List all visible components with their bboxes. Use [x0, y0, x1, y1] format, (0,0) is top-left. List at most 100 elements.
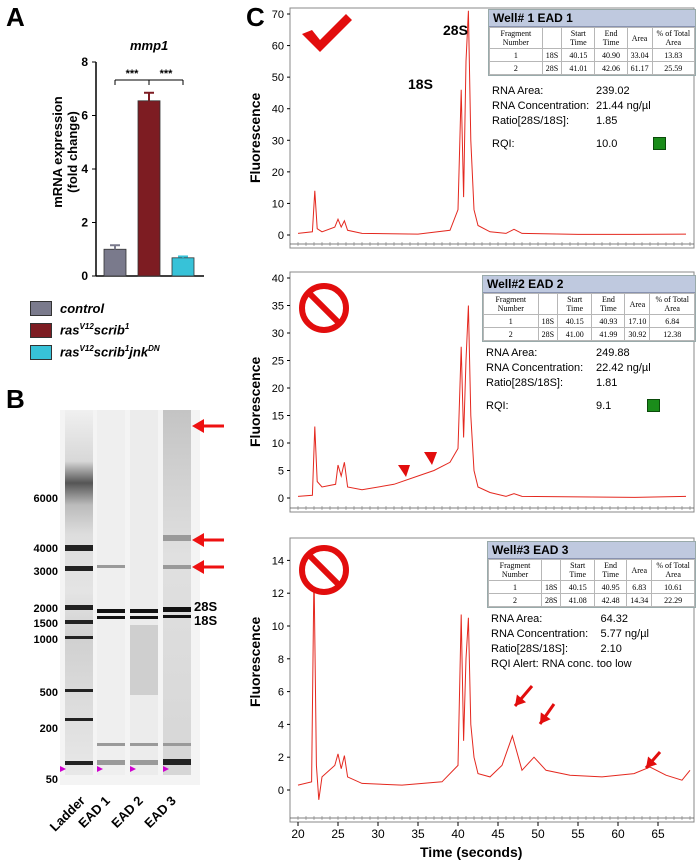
size-label-3000: 3000	[33, 566, 58, 578]
well1-conc: RNA Concentration: 21.44 ng/µl	[492, 100, 651, 112]
table-row: 1 18S 40.15 40.95 6.83 10.61	[487, 580, 695, 594]
well2-area: RNA Area: 249.88	[486, 347, 630, 359]
x-tick-label: 20	[291, 827, 305, 841]
table-row: 1 18S 40.15 40.90 33.04 13.83	[489, 48, 696, 62]
y-tick-label: 0	[278, 230, 284, 242]
y-tick-label: 2	[81, 216, 88, 230]
legend-item-ras-scrib: rasV12scrib1	[30, 319, 160, 341]
well3-fragment-table: Fragment Number Start Time End Time Area% o…	[487, 559, 695, 607]
red-arrow-icon	[192, 533, 224, 547]
significance-label: ***	[126, 68, 140, 80]
y-tick-label: 10	[272, 438, 284, 450]
panel-b-letter: B	[6, 384, 25, 414]
y-tick-label: 2	[278, 752, 284, 764]
x-tick-label: 55	[571, 827, 585, 841]
y-tick-label: 10	[272, 198, 284, 210]
legend-swatch-control	[30, 300, 52, 316]
x-tick-label: 50	[531, 827, 545, 841]
bar-chart-title: mmp1	[130, 38, 169, 53]
y-tick-label: 8	[81, 55, 88, 69]
y-tick-label: 60	[272, 41, 284, 53]
size-label-50: 50	[45, 774, 58, 786]
y-tick-label: 30	[272, 328, 284, 340]
y-tick-label: 15	[272, 411, 284, 423]
ladder-lane	[65, 410, 93, 775]
well2-conc: RNA Concentration: 22.42 ng/µl	[486, 362, 651, 374]
size-label-1000: 1000	[33, 634, 58, 646]
table-row: 2 28S 41.08 42.48 14.34 22.29	[487, 593, 695, 607]
x-tick-label: 60	[611, 827, 625, 841]
size-label-2000: 2000	[33, 603, 58, 615]
y-tick-label: 6	[278, 687, 284, 699]
legend-label-ras-scrib-jnk: rasV12scrib1jnkDN	[60, 344, 160, 360]
y-tick-label: 20	[272, 167, 284, 179]
bar-chart: 0 2 4 6 8 *** ***	[81, 55, 204, 283]
checkmark-icon	[302, 14, 352, 52]
size-label-1500: 1500	[33, 618, 58, 630]
y-tick-label: 5	[278, 466, 284, 478]
y-tick-label: 0	[278, 493, 284, 505]
well1-title: Well# 1 EAD 1	[489, 10, 695, 27]
y-tick-label: 40	[272, 273, 284, 285]
x-tick-label: 30	[371, 827, 385, 841]
well3-area: RNA Area: 64.32	[491, 613, 628, 625]
red-triangle-icon	[398, 465, 410, 477]
well2-fragment-table: Fragment Number Start Time End Time Area% o…	[483, 293, 695, 341]
table-row: 2 28S 41.00 41.99 30.92 12.38	[483, 327, 695, 341]
x-tick-label: 65	[651, 827, 665, 841]
rqi-status-green-icon	[653, 137, 667, 150]
well3-stats: RNA Area: 64.32 RNA Concentration: 5.77 ng…	[487, 612, 694, 672]
legend-label-control: control	[60, 300, 105, 316]
gel-arrows	[192, 419, 224, 574]
trace-line	[297, 305, 687, 498]
legend-label-ras-scrib: rasV12scrib1	[60, 322, 130, 338]
well1-ratio: Ratio[28S/18S]: 1.85	[492, 115, 618, 127]
y-tick-label: 0	[278, 785, 284, 797]
y-tick-label: 14	[272, 555, 284, 567]
well1-area: RNA Area: 239.02	[492, 85, 630, 97]
well2-rqi: RQI: 9.1	[482, 399, 694, 414]
label-18s-gel: 18S	[194, 613, 218, 628]
y-tick-label: 4	[278, 719, 284, 731]
table-row: 2 28S 41.01 42.06 61.17 25.59	[489, 61, 696, 75]
well2-ratio: Ratio[28S/18S]: 1.81	[486, 377, 618, 389]
label-28s-gel: 28S	[194, 599, 218, 614]
ylabel-well3: Fluorescence	[247, 616, 263, 707]
y-tick-label: 25	[272, 356, 284, 368]
well3-alert: RQI Alert: RNA conc. too low	[491, 658, 632, 670]
well3-ratio: Ratio[28S/18S]: 2.10	[491, 643, 622, 655]
red-arrow-icon	[538, 703, 556, 725]
x-axis-title: Time (seconds)	[420, 844, 523, 860]
y-tick-label: 50	[272, 72, 284, 84]
panel-c-letter: C	[246, 2, 265, 32]
trace-line	[297, 570, 691, 800]
well2-title: Well#2 EAD 2	[483, 276, 695, 293]
gel-image	[60, 410, 200, 785]
size-label-4000: 4000	[33, 543, 58, 555]
x-tick-label: 25	[331, 827, 345, 841]
info-box-well2: Well#2 EAD 2 Fragment Number Start Time En…	[482, 275, 696, 342]
well1-stats: RNA Area: 239.02 RNA Concentration: 21.44 …	[488, 84, 694, 152]
info-box-well1: Well# 1 EAD 1 Fragment Number Start Time E…	[488, 9, 696, 76]
legend-item-ras-scrib-jnk: rasV12scrib1jnkDN	[30, 341, 160, 363]
x-tick-label: 35	[411, 827, 425, 841]
size-label-6000: 6000	[33, 493, 58, 505]
y-tick-label: 12	[272, 588, 284, 600]
panel-a-letter: A	[6, 2, 25, 32]
well3-conc: RNA Concentration: 5.77 ng/µl	[491, 628, 649, 640]
lane-ead2	[130, 410, 158, 775]
y-tick-label: 30	[272, 135, 284, 147]
table-header-row: Fragment Number Start Time End Time Area% o…	[489, 27, 696, 49]
info-box-well3: Well#3 EAD 3 Fragment Number Start Time En…	[487, 541, 696, 608]
size-label-500: 500	[39, 687, 58, 699]
red-triangle-icon	[424, 452, 437, 465]
y-tick-label: 40	[272, 104, 284, 116]
size-label-200: 200	[39, 723, 58, 735]
y-tick-label: 4	[81, 162, 88, 176]
table-header-row: Fragment Number Start Time End Time Area% o…	[483, 293, 695, 315]
prohibited-icon	[299, 283, 349, 333]
y-tick-label: 20	[272, 383, 284, 395]
well1-rqi: RQI: 10.0	[488, 137, 694, 152]
ylabel-well2: Fluorescence	[247, 356, 263, 447]
y-tick-label: 0	[81, 269, 88, 283]
